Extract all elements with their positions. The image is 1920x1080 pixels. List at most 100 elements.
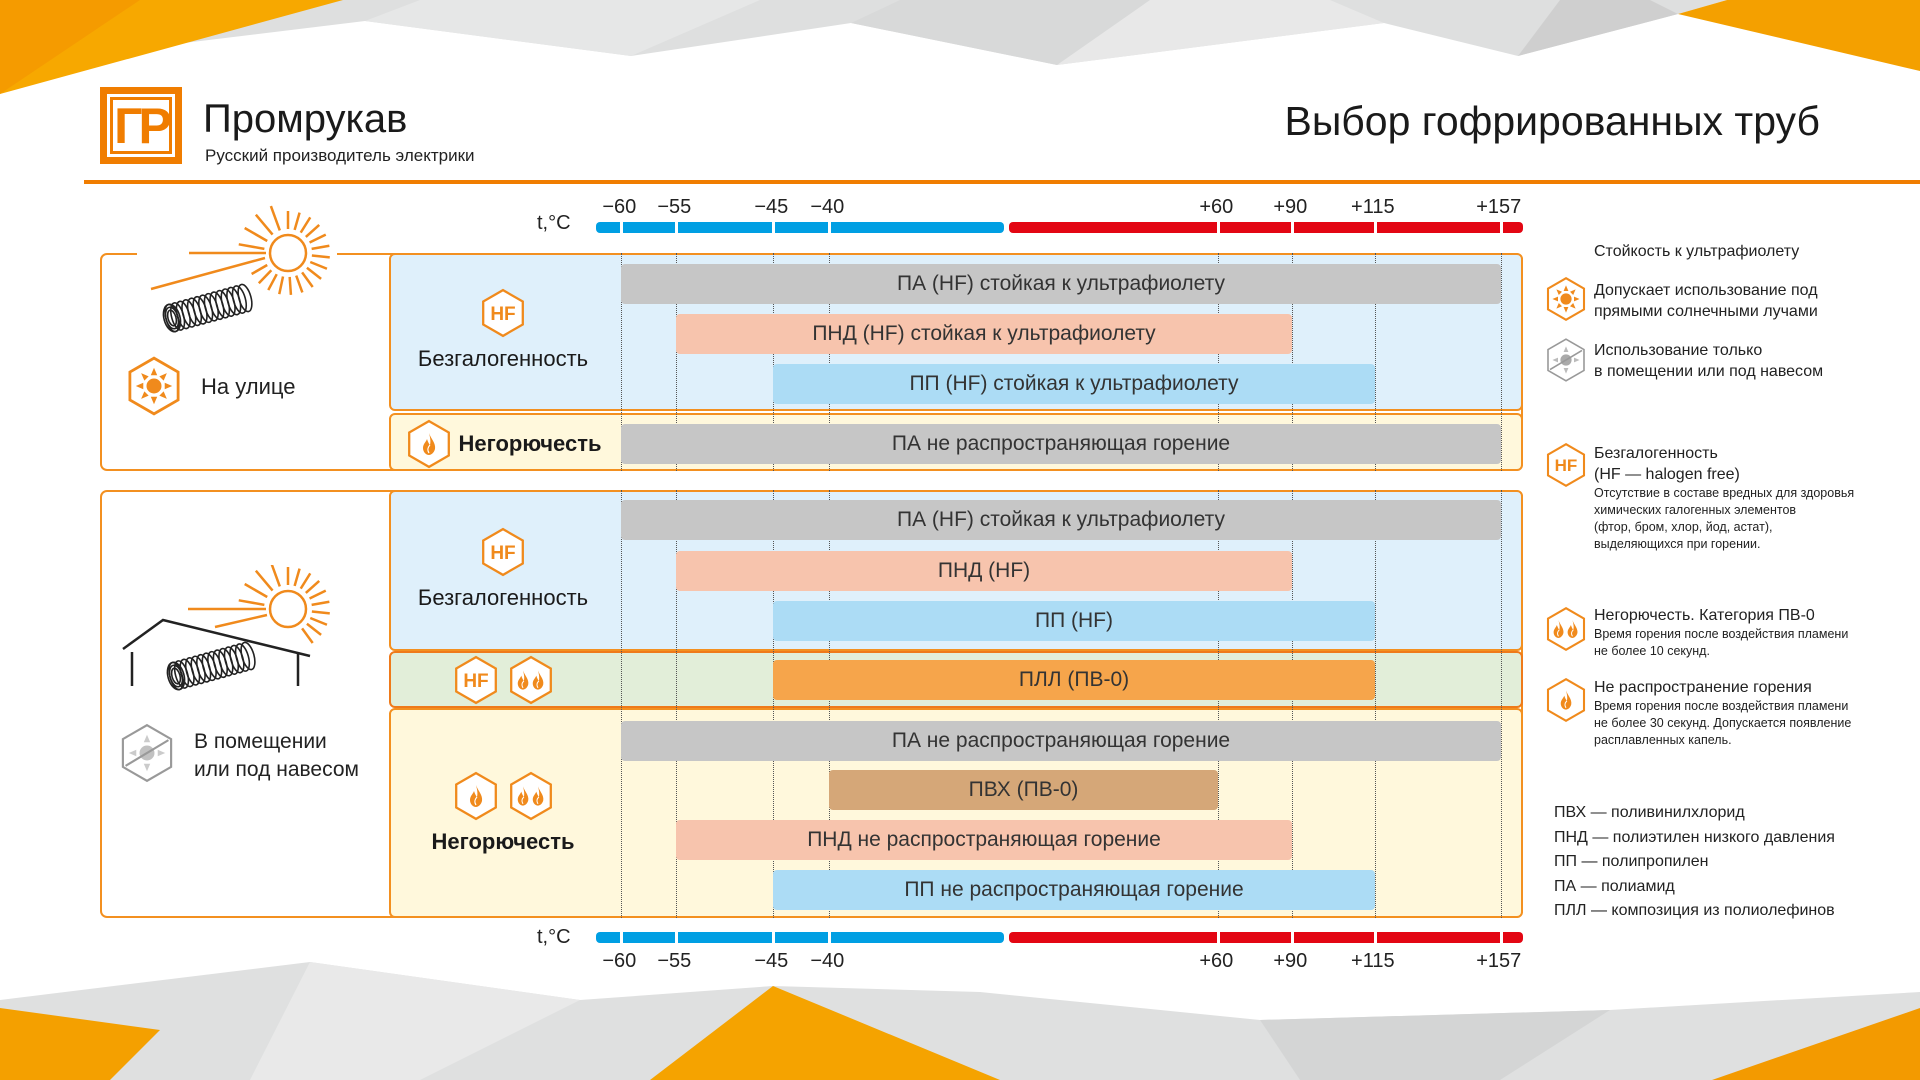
tick-label: −55 — [657, 196, 692, 218]
sun-ray — [293, 212, 301, 231]
gridline — [1292, 490, 1293, 918]
tick-label: +60 — [1199, 950, 1234, 972]
group-label-outdoor-nonflam: Негорючесть — [458, 431, 602, 456]
sun-ray — [304, 579, 321, 594]
sun-ray — [309, 589, 327, 600]
bar-indoor-pp-hf: ПП (HF) — [773, 601, 1375, 641]
sun-crossed-icon — [1547, 338, 1585, 382]
sun-ray — [293, 568, 301, 587]
sun-ray — [306, 622, 322, 636]
axis-unit-bottom: t,°C — [537, 926, 571, 948]
gridline — [829, 253, 830, 471]
sun-ray — [311, 600, 330, 607]
sun-ray — [311, 610, 330, 615]
sun-ray — [299, 216, 312, 234]
tick-mark — [772, 932, 775, 943]
double-flame-icon — [1546, 606, 1586, 652]
sun-ray — [288, 276, 293, 295]
legend-text: Допускает использование под — [1594, 282, 1818, 299]
bar-outdoor-pa-nonprop: ПА не распространяющая горение — [621, 424, 1501, 464]
section-label-outdoor: На улице — [201, 374, 296, 399]
gridline — [621, 253, 622, 471]
tick-label: −40 — [810, 950, 845, 972]
bar-indoor-pvh: ПВХ (ПВ-0) — [829, 770, 1218, 810]
sun-ray — [270, 565, 281, 587]
sun-ray — [238, 243, 265, 251]
sun-crossed-icon — [121, 723, 173, 783]
tick-mark — [772, 222, 775, 233]
tick-mark — [1500, 222, 1503, 233]
tick-label: −60 — [602, 196, 637, 218]
legend-text: прямыми солнечными лучами — [1594, 303, 1818, 320]
tick-label: −45 — [754, 950, 789, 972]
sun-icon — [1546, 276, 1586, 322]
sun-ray — [257, 269, 273, 285]
section-label-indoor: В помещении или под навесом — [194, 728, 359, 784]
tick-mark — [1217, 932, 1220, 943]
double-flame-icon — [509, 771, 553, 821]
bar-outdoor-pa-hf: ПА (HF) стойкая к ультрафиолету — [621, 264, 1501, 304]
hot-range-bar — [1009, 932, 1523, 943]
gridline — [773, 253, 774, 471]
hf-icon: HF — [454, 655, 498, 705]
legend-desc: не более 30 секунд. Допускается появлени… — [1594, 716, 1852, 730]
tick-mark — [675, 932, 678, 943]
sun-ray — [295, 275, 304, 293]
gridline — [676, 490, 677, 918]
flame-icon — [454, 771, 498, 821]
tick-mark — [1374, 932, 1377, 943]
sun-ray — [301, 271, 314, 288]
cold-range-bar — [596, 932, 1004, 943]
legend-desc: (фтор, бром, хлор, йод, астат), — [1594, 520, 1773, 534]
legend-text: Не распространение горения — [1594, 679, 1812, 696]
tick-label: +115 — [1351, 196, 1395, 218]
legend-title: Стойкость к ультрафиолету — [1594, 243, 1800, 260]
tick-mark — [828, 222, 831, 233]
bar-indoor-pa-hf: ПА (HF) стойкая к ультрафиолету — [621, 500, 1501, 540]
flame-icon — [1546, 677, 1586, 723]
hf-icon: HF — [1546, 442, 1586, 488]
legend-text: в помещении или под навесом — [1594, 363, 1824, 380]
svg-text:HF: HF — [490, 543, 515, 564]
pipe-end — [166, 309, 178, 327]
tick-mark — [1217, 222, 1220, 233]
sun-ray — [238, 599, 265, 607]
group-label-indoor-nonflam: Негорючесть — [431, 829, 575, 854]
pipe-end — [168, 664, 184, 688]
abbreviation-item: ПП — полипропилен — [1554, 853, 1709, 870]
bar-outdoor-pp-hf: ПП (HF) стойкая к ультрафиолету — [773, 364, 1375, 404]
page-title: Выбор гофрированных труб — [1284, 98, 1820, 144]
bar-outdoor-pnd-hf: ПНД (HF) стойкая к ультрафиолету — [676, 314, 1292, 354]
gridline — [676, 253, 677, 471]
gridline — [1218, 253, 1219, 471]
tick-mark — [675, 222, 678, 233]
bar-indoor-pp-nonprop: ПП не распространяющая горение — [773, 870, 1375, 910]
pipe-end — [170, 667, 182, 685]
tick-label: +157 — [1476, 196, 1522, 218]
indoor-shed-illustration — [122, 565, 330, 691]
sun-ray — [311, 244, 330, 251]
pipe-ring — [237, 283, 253, 313]
flame-icon — [407, 419, 451, 469]
tick-mark — [620, 222, 623, 233]
gridline — [829, 490, 830, 918]
gridline — [1292, 253, 1293, 471]
gridline — [1218, 490, 1219, 918]
sun-icon — [127, 356, 181, 416]
gridline — [621, 490, 622, 918]
pipe-ring — [234, 643, 251, 672]
pipe-ring — [240, 641, 256, 671]
sun-ray — [244, 582, 268, 599]
tick-label: −60 — [602, 950, 637, 972]
hf-icon: HF — [481, 527, 525, 577]
legend-pv0: Негорючесть. Категория ПВ-0 Время горени… — [1594, 605, 1848, 660]
tick-label: −40 — [810, 196, 845, 218]
sun-ray — [267, 273, 278, 291]
tick-label: +115 — [1351, 950, 1395, 972]
bar-indoor-pll: ПЛЛ (ПВ-0) — [773, 660, 1375, 700]
tick-mark — [828, 932, 831, 943]
gridline — [1375, 490, 1376, 918]
tick-label: +90 — [1273, 950, 1308, 972]
pipe-end — [162, 303, 182, 333]
